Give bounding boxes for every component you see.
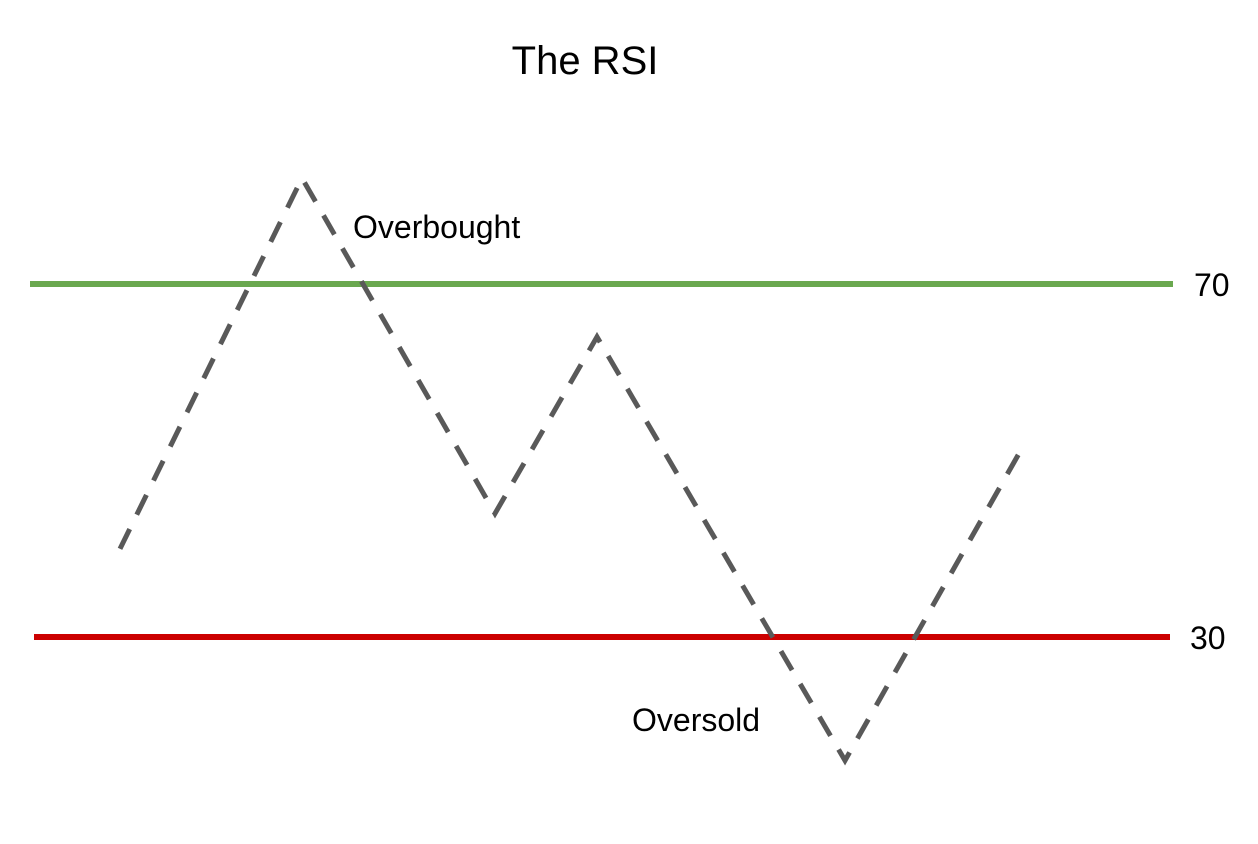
level-label-70: 70 (1194, 267, 1230, 303)
annotation-oversold: Oversold (632, 702, 760, 738)
rsi-line (117, 172, 1028, 766)
chart-title: The RSI (512, 39, 659, 83)
annotation-overbought: Overbought (353, 209, 520, 245)
level-label-30: 30 (1190, 620, 1226, 656)
